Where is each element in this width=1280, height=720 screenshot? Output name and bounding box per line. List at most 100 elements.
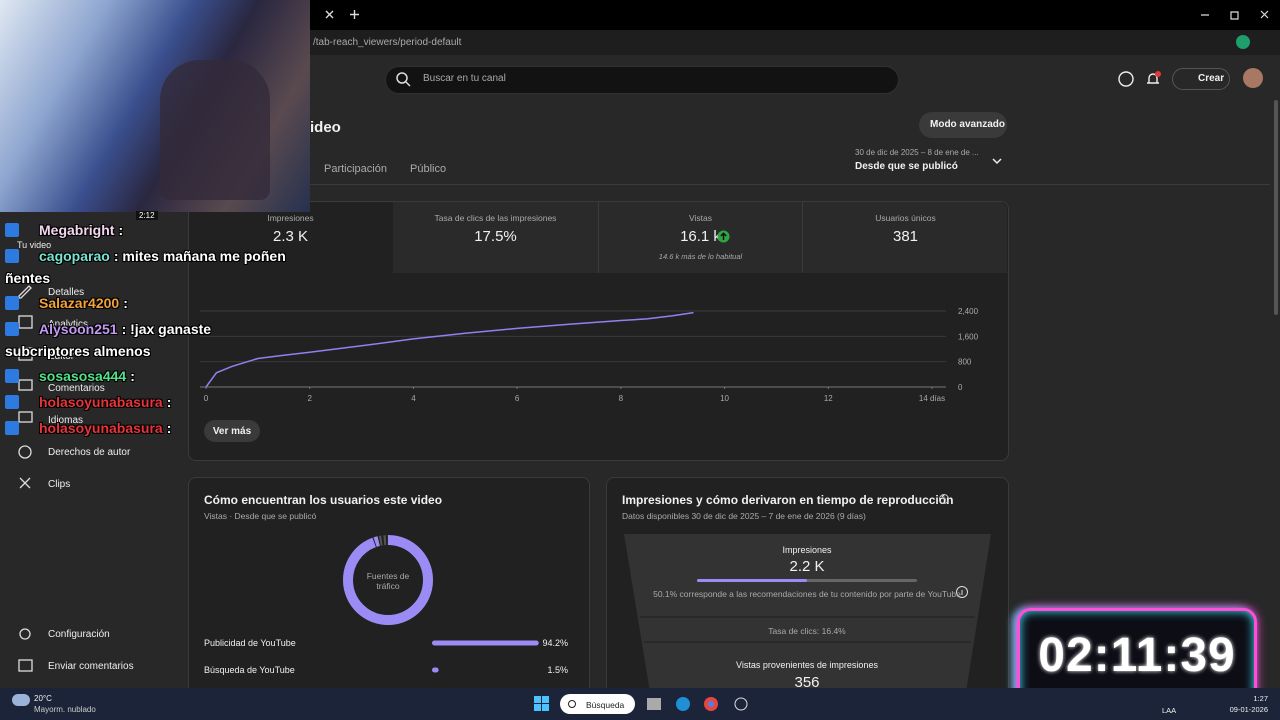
x-tick-label: 8 [619, 394, 624, 403]
sidebar-item[interactable]: Configuración [48, 629, 110, 640]
sidebar-item[interactable]: Clips [48, 479, 71, 490]
temperature: 20°C [34, 694, 52, 703]
x-tick-label: 4 [411, 394, 416, 403]
x-tick-label: 6 [515, 394, 520, 403]
page-title: ideo [310, 119, 341, 136]
date-range[interactable]: 30 de dic de 2025 – 8 de ene de ... [855, 148, 979, 157]
sidebar-item[interactable]: Analytics [48, 319, 89, 330]
tab-icons[interactable] [322, 8, 362, 22]
more-button[interactable] [204, 420, 260, 442]
taskbar-apps[interactable] [532, 694, 762, 714]
funnel-label: Vistas provenientes de impresiones [736, 660, 878, 670]
chat-user: holasoyunabasura [39, 394, 163, 410]
cam-time: 2:12 [136, 211, 158, 220]
traffic-bar [432, 667, 439, 673]
create-button[interactable] [1172, 68, 1230, 90]
y-tick-label: 2,400 [958, 307, 979, 316]
weather: Mayorm. nublado [34, 705, 96, 714]
chat-line: holasoyunabasura: [5, 391, 297, 413]
chat-line: Salazar4200: [5, 292, 297, 314]
traffic-card [188, 477, 590, 709]
chat-message: : [166, 420, 172, 436]
y-tick-label: 800 [958, 358, 972, 367]
x-tick-label: 12 [824, 394, 833, 403]
sidebar-item[interactable]: Derechos de autor [48, 447, 131, 458]
clock[interactable]: 1:27 [1253, 694, 1268, 703]
tab[interactable]: Participación [324, 163, 387, 175]
x-tick-label: 14 días [919, 394, 945, 403]
sidebar-icons [18, 285, 33, 672]
chat-line: holasoyunabasura: [5, 417, 297, 439]
sidebar-item[interactable]: Detalles [48, 287, 85, 298]
card-subtitle: Datos disponibles 30 de dic de 2025 – 7 … [622, 511, 866, 521]
metric-note: 14.6 k más de lo habitual [658, 252, 743, 261]
clock-icon [939, 494, 949, 504]
profile-icon[interactable] [1236, 35, 1250, 49]
card-title: Cómo encuentran los usuarios este video [204, 493, 443, 507]
card-subtitle: Vistas · Desde que se publicó [204, 511, 317, 521]
metric-value: 381 [892, 228, 919, 245]
period[interactable]: Desde que se publicó [855, 161, 958, 172]
sidebar-heading: Tu video [17, 240, 52, 250]
chat-line: Alysoon251: !jax ganaste subcriptores al… [5, 318, 297, 362]
sidebar-item[interactable]: Enviar comentarios [48, 661, 134, 672]
line [205, 311, 694, 388]
traffic-value: 1.5% [547, 665, 568, 675]
advanced-button[interactable] [919, 112, 1007, 138]
metric-value: 16.1 k [680, 228, 721, 245]
up-icon [717, 230, 730, 243]
header-icons[interactable] [1117, 70, 1167, 88]
search-box[interactable] [385, 66, 899, 94]
metric-divider [598, 202, 599, 273]
x-tick-label: 2 [307, 394, 312, 403]
metric-label: Usuarios únicos [875, 213, 936, 223]
chat-line: Megabright: [5, 219, 297, 241]
funnel-note: 50.1% corresponde a las recomendaciones … [653, 589, 961, 599]
tab[interactable]: Público [410, 163, 447, 175]
sidebar-item[interactable]: Comentarios [48, 383, 105, 394]
advanced-label[interactable]: Modo avanzado [930, 119, 1006, 130]
create-label[interactable]: Crear [1198, 73, 1225, 84]
funnel-value: 356 [794, 674, 820, 691]
y-tick-label: 0 [958, 383, 963, 392]
divider [170, 184, 1270, 185]
url[interactable]: /tab-reach_viewers/period-default [313, 37, 462, 48]
donut-label: Fuentes de tráfico [366, 571, 410, 591]
chat-message: : mites mañana me poñen ñentes [5, 248, 286, 286]
language[interactable]: LAA [1162, 706, 1177, 715]
metric-divider [802, 202, 803, 273]
dropdown-icon[interactable] [991, 156, 1003, 166]
search-placeholder[interactable]: Buscar en tu canal [423, 73, 506, 84]
more-label[interactable]: Ver más [212, 426, 252, 437]
timer: 02:11:39 [1038, 629, 1236, 682]
avatar[interactable] [1243, 68, 1263, 88]
window-controls[interactable] [1195, 8, 1275, 22]
chat-user: holasoyunabasura [39, 420, 163, 436]
sidebar-item[interactable]: Editor [48, 351, 75, 362]
traffic-name: Publicidad de YouTube [204, 638, 296, 648]
metric-label: Vistas [689, 213, 712, 223]
chat-message: : [118, 222, 124, 238]
metric-value: 2.3 K [272, 228, 309, 245]
x-tick-label: 0 [204, 394, 209, 403]
funnel-ctr: Tasa de clics: 16.4% [768, 626, 846, 636]
chat-message: : !jax ganaste subcriptores almenos [5, 321, 212, 359]
scrollbar[interactable] [1274, 100, 1278, 315]
chat-user: Megabright [39, 222, 115, 238]
donut-segment [343, 535, 433, 625]
weather-icon [12, 694, 30, 706]
metric-label: Tasa de clics de las impresiones [434, 213, 557, 223]
taskbar [0, 688, 1280, 720]
metric-label: Impresiones [267, 213, 314, 223]
y-tick-label: 1,600 [958, 332, 979, 341]
sidebar-item[interactable]: Idiomas [48, 415, 84, 426]
traffic-bar [432, 640, 539, 646]
x-tick-label: 10 [720, 394, 729, 403]
date[interactable]: 09-01-2026 [1229, 705, 1268, 714]
chat-message: : [130, 368, 135, 384]
search-icon [396, 72, 411, 87]
chat-line: cagoparao: mites mañana me poñen ñentes [5, 245, 297, 289]
taskbar-search[interactable]: Búsqueda [586, 700, 625, 710]
card-title: Impresiones y cómo derivaron en tiempo d… [622, 493, 954, 507]
